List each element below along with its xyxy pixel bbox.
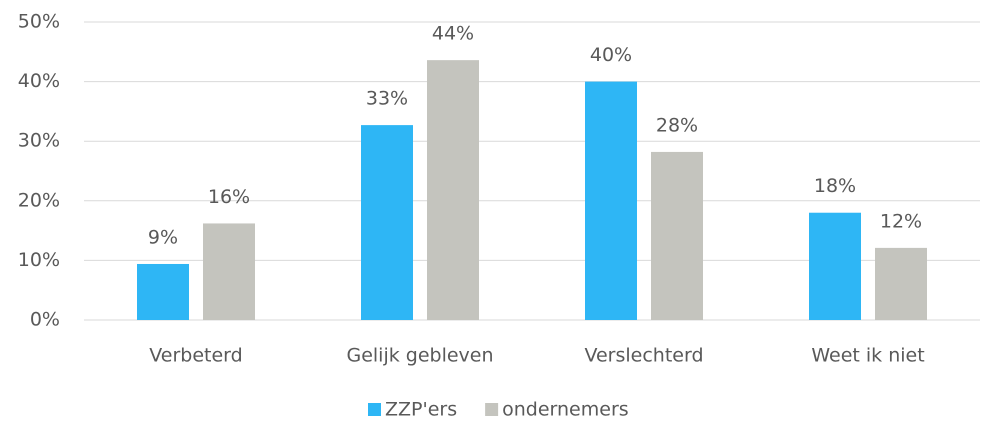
x-tick-label: Gelijk gebleven <box>346 345 493 367</box>
data-label: 40% <box>590 44 632 66</box>
x-tick-label: Verbeterd <box>149 345 242 367</box>
y-tick-label: 0% <box>30 309 60 331</box>
bar <box>809 212 861 320</box>
legend-label: ZZP'ers <box>385 399 457 421</box>
data-label: 18% <box>814 175 856 197</box>
y-tick-label: 20% <box>18 189 60 211</box>
y-tick-label: 30% <box>18 130 60 152</box>
bar <box>585 81 637 320</box>
legend-swatch <box>368 403 381 416</box>
y-tick-label: 10% <box>18 249 60 271</box>
data-label: 16% <box>208 186 250 208</box>
bar <box>651 151 703 320</box>
bar <box>203 223 255 320</box>
bar <box>875 247 927 320</box>
x-tick-label: Weet ik niet <box>811 345 924 367</box>
data-label: 9% <box>148 226 178 248</box>
bar <box>361 125 413 320</box>
data-label: 12% <box>880 210 922 232</box>
y-tick-label: 50% <box>18 11 60 33</box>
bar <box>137 263 189 320</box>
x-tick-label: Verslechterd <box>584 345 703 367</box>
bar <box>427 60 479 320</box>
data-label: 33% <box>366 88 408 110</box>
legend-label: ondernemers <box>502 399 629 421</box>
y-tick-label: 40% <box>18 70 60 92</box>
legend-swatch <box>485 403 499 416</box>
data-label: 44% <box>432 23 474 45</box>
data-label: 28% <box>656 114 698 136</box>
